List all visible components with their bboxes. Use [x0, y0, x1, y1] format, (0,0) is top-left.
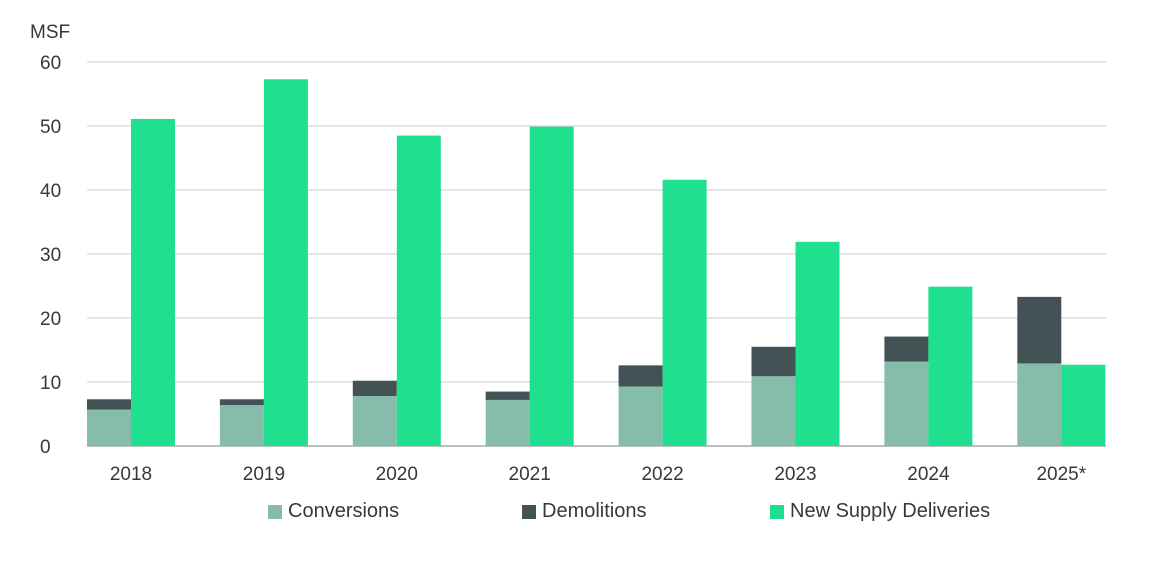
x-tick-label: 2018: [110, 464, 152, 485]
y-tick-label: 20: [40, 309, 61, 330]
legend-swatch-new-supply-deliveries: [770, 504, 784, 519]
bar-demolitions: [485, 391, 530, 400]
y-axis-ticks: 0 10 20 30 40 50 60: [40, 53, 61, 458]
y-tick-label: 0: [40, 437, 51, 458]
x-tick-label: 2021: [509, 464, 551, 485]
bar-new-supply-deliveries: [263, 79, 308, 446]
bar-conversions: [1017, 363, 1062, 446]
bars: [87, 79, 1106, 447]
bar-conversions: [751, 376, 796, 446]
bar-demolitions: [352, 380, 397, 397]
bar-new-supply-deliveries: [928, 286, 973, 446]
bar-new-supply-deliveries: [131, 118, 175, 447]
legend-swatch-conversions: [268, 504, 282, 519]
legend-item-conversions: Conversions: [268, 500, 399, 523]
bar-conversions: [352, 396, 397, 446]
x-axis-ticks: 2018 2019 2020 2021 2022 2023 2024 2025*: [110, 464, 1087, 485]
legend-label-demolitions: Demolitions: [542, 500, 647, 522]
bar-demolitions: [1017, 296, 1062, 364]
bar-new-supply-deliveries: [662, 179, 707, 446]
bar-new-supply-deliveries: [795, 241, 840, 446]
legend: Conversions Demolitions New Supply Deliv…: [0, 500, 1158, 534]
bar-demolitions: [618, 365, 663, 387]
bar-demolitions: [884, 336, 929, 362]
bar-demolitions: [751, 346, 796, 377]
x-tick-label: 2023: [774, 464, 816, 485]
gridlines: [87, 61, 1106, 447]
bar-conversions: [219, 405, 264, 446]
bar-new-supply-deliveries: [396, 135, 441, 446]
y-tick-label: 10: [40, 373, 61, 394]
x-tick-label: 2025*: [1036, 464, 1086, 485]
y-tick-label: 50: [40, 117, 61, 138]
x-tick-label: 2024: [907, 464, 950, 485]
y-tick-label: 40: [40, 181, 61, 202]
x-tick-label: 2022: [641, 464, 683, 485]
bar-new-supply-deliveries: [529, 126, 574, 446]
legend-label-conversions: Conversions: [288, 500, 400, 522]
legend-swatch-demolitions: [522, 504, 536, 519]
x-tick-label: 2020: [376, 464, 418, 485]
bar-conversions: [884, 361, 929, 446]
y-axis-unit-label: MSF: [30, 22, 70, 43]
y-tick-label: 30: [40, 245, 61, 266]
bar-new-supply-deliveries: [1061, 364, 1106, 446]
legend-item-demolitions: Demolitions: [522, 500, 646, 523]
bar-conversions: [618, 386, 663, 446]
legend-label-new-supply-deliveries: New Supply Deliveries: [790, 500, 991, 522]
bar-conversions: [87, 409, 131, 446]
y-tick-label: 60: [40, 53, 61, 74]
bar-conversions: [485, 399, 530, 446]
bar-demolitions: [219, 399, 264, 406]
x-tick-label: 2019: [243, 464, 285, 485]
bar-demolitions: [87, 399, 131, 410]
legend-item-new-supply-deliveries: New Supply Deliveries: [770, 500, 990, 523]
